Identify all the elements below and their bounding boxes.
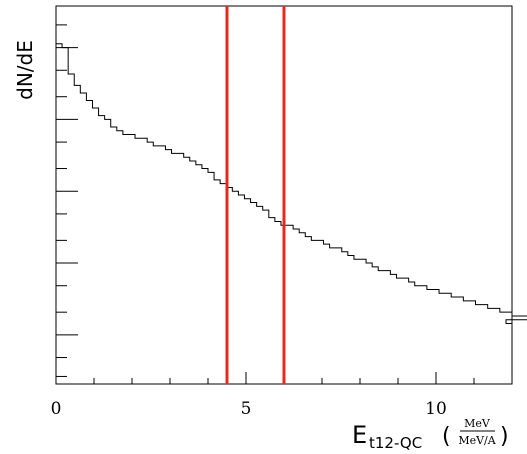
x-tick-label: 5 xyxy=(241,399,252,419)
x-axis-label-main: E xyxy=(352,421,367,449)
x-axis-label: E t12-QC ( MeV MeV/A ) xyxy=(352,417,509,452)
histogram-series xyxy=(55,43,527,339)
y-axis-label: dN/dE xyxy=(13,40,37,100)
x-axis-label-paren-open: ( xyxy=(442,424,451,449)
x-axis-label-paren-close: ) xyxy=(500,424,509,449)
x-axis-label-frac-den: MeV/A xyxy=(458,434,496,447)
x-tick-label: 10 xyxy=(425,399,447,419)
x-tick-label: 0 xyxy=(51,399,62,419)
x-axis-label-subscript: t12-QC xyxy=(369,434,422,452)
x-axis-label-frac-num: MeV xyxy=(464,417,491,430)
